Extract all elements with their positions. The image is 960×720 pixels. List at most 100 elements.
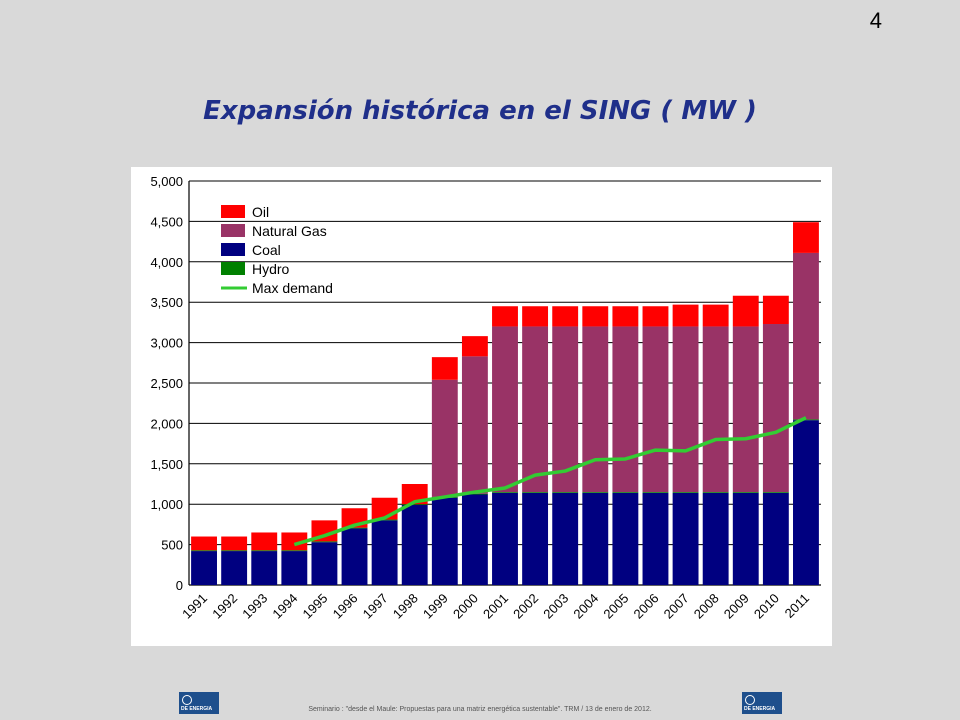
ministry-logo-left: DE ENERGIA — [179, 692, 219, 714]
bar-hydro — [552, 492, 579, 493]
bar-oil — [281, 532, 308, 551]
bar-hydro — [702, 492, 729, 493]
y-tick-label: 3,000 — [150, 336, 183, 351]
legend-swatch-oil — [221, 205, 245, 218]
bar-oil — [492, 306, 518, 327]
bar-coal — [582, 492, 609, 585]
bar-natural-gas — [431, 379, 458, 497]
y-tick-label: 4,000 — [150, 255, 183, 270]
slide-title: Expansión histórica en el SING ( MW ) — [203, 96, 757, 126]
bar-hydro — [221, 550, 248, 552]
x-tick-label: 2011 — [782, 591, 812, 621]
legend-swatch-natural-gas — [221, 224, 245, 237]
x-tick-label: 1997 — [360, 591, 391, 622]
bar-coal — [311, 542, 338, 585]
footer: DE ENERGIA Seminario : "desde el Maule: … — [0, 688, 960, 720]
bar-coal — [702, 492, 729, 585]
bar-natural-gas — [612, 326, 639, 493]
bar-oil — [702, 304, 729, 327]
ministry-logo-right: DE ENERGIA — [742, 692, 782, 714]
y-tick-label: 500 — [161, 538, 183, 553]
bar-hydro — [461, 493, 488, 495]
bar-natural-gas — [552, 326, 579, 493]
bar-hydro — [401, 504, 428, 506]
x-tick-label: 2004 — [570, 591, 601, 622]
bar-coal — [431, 497, 458, 585]
bar-hydro — [762, 492, 789, 493]
bar-natural-gas — [762, 324, 789, 493]
x-tick-label: 1998 — [390, 591, 421, 622]
bar-natural-gas — [642, 326, 669, 493]
bar-natural-gas — [582, 326, 609, 493]
legend-swatch-hydro — [221, 262, 245, 275]
bar-hydro — [251, 550, 278, 552]
legend-label: Max demand — [252, 280, 333, 296]
bar-coal — [401, 505, 428, 585]
bar-hydro — [612, 492, 639, 493]
logo-mark-icon — [182, 695, 192, 705]
bar-coal — [762, 492, 789, 585]
bar-coal — [642, 492, 669, 585]
x-tick-label: 2009 — [721, 591, 752, 622]
x-tick-label: 1999 — [420, 591, 451, 622]
bar-hydro — [341, 527, 368, 529]
footer-text: Seminario : "desde el Maule: Propuestas … — [308, 706, 652, 713]
bar-coal — [552, 492, 579, 585]
stacked-bar-chart: 0 500 1,000 1,500 2,000 2,500 3,000 3,500 4,000 4… — [150, 174, 821, 622]
bar-hydro — [672, 492, 699, 493]
bar-oil — [552, 306, 579, 327]
bar-hydro — [522, 492, 549, 493]
bar-coal — [793, 420, 819, 585]
x-tick-label: 2007 — [661, 591, 692, 622]
bar-oil — [431, 357, 458, 380]
bar-coal — [341, 528, 368, 585]
y-tick-label: 2,000 — [150, 416, 183, 431]
bar-coal — [522, 492, 549, 585]
bar-natural-gas — [793, 252, 819, 420]
logo-text: DE ENERGIA — [181, 706, 213, 712]
y-tick-label: 4,500 — [150, 214, 183, 229]
bar-hydro — [311, 541, 338, 543]
bar-oil — [762, 295, 789, 325]
bar-hydro — [191, 550, 217, 552]
bar-coal — [371, 520, 398, 585]
x-tick-label: 1992 — [209, 591, 240, 622]
x-tick-label: 2002 — [510, 591, 541, 622]
legend-label: Hydro — [252, 261, 290, 277]
x-tick-label: 2001 — [480, 591, 511, 622]
bar-coal — [461, 494, 488, 585]
legend-label: Oil — [252, 204, 269, 220]
bar-oil — [672, 304, 699, 327]
bar-natural-gas — [702, 326, 729, 493]
x-tick-label: 2006 — [631, 591, 662, 622]
x-tick-label: 1995 — [299, 591, 330, 622]
bar-hydro — [642, 492, 669, 493]
bar-coal — [281, 551, 308, 585]
bar-natural-gas — [672, 326, 699, 493]
y-tick-label: 0 — [176, 578, 183, 593]
bar-natural-gas — [461, 356, 488, 494]
logo-text: DE ENERGIA — [744, 706, 776, 712]
logo-mark-icon — [745, 695, 755, 705]
x-tick-label: 1994 — [269, 591, 300, 622]
x-tick-label: 2010 — [751, 591, 782, 622]
bar-hydro — [582, 492, 609, 493]
bar-oil — [522, 306, 549, 327]
x-tick-label: 2005 — [600, 591, 631, 622]
x-tick-label: 1996 — [330, 591, 361, 622]
bar-coal — [492, 492, 518, 585]
y-tick-label: 2,500 — [150, 376, 183, 391]
bar-coal — [251, 551, 278, 585]
y-tick-label: 3,500 — [150, 295, 183, 310]
y-tick-label: 1,000 — [150, 497, 183, 512]
x-tick-label: 1991 — [179, 591, 210, 622]
bar-oil — [642, 306, 669, 327]
x-tick-label: 2008 — [691, 591, 722, 622]
slide-number: 4 — [869, 8, 882, 33]
legend-label: Coal — [252, 242, 281, 258]
legend-swatch-coal — [221, 243, 245, 256]
bar-oil — [582, 306, 609, 327]
bar-hydro — [281, 550, 308, 552]
bar-hydro — [371, 519, 398, 521]
bar-oil — [461, 336, 488, 357]
